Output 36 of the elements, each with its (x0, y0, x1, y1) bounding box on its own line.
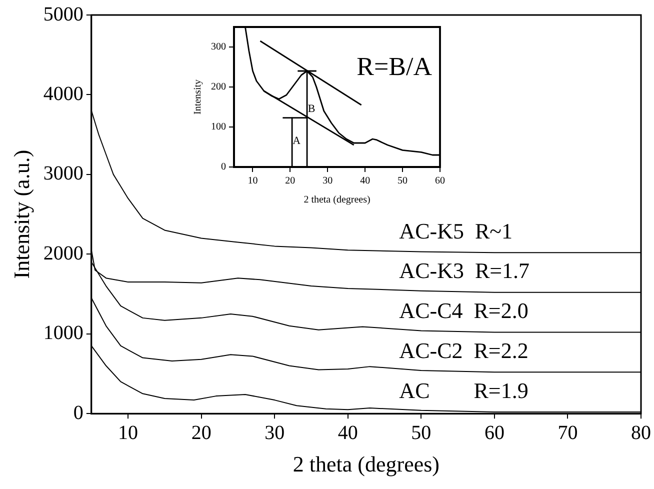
x-tick-label: 10 (118, 422, 138, 444)
y-tick-label: 5000 (43, 3, 84, 26)
y-tick-label: 0 (221, 162, 226, 173)
y-tick-label: 0 (73, 402, 84, 424)
x-tick-label: 50 (411, 422, 432, 444)
x-tick-label: 20 (191, 422, 212, 444)
x-axis-title: 2 theta (degrees) (304, 194, 370, 206)
x-tick-label: 30 (322, 176, 333, 187)
annotation: A (292, 134, 301, 147)
y-tick-label: 4000 (43, 82, 84, 105)
series-label: AC-C2 R=2.2 (399, 338, 528, 363)
x-tick-label: 10 (248, 176, 258, 187)
annotation: B (308, 102, 316, 115)
x-axis-title: 2 theta (degrees) (292, 452, 440, 477)
x-tick-label: 50 (398, 176, 408, 187)
x-tick-label: 40 (360, 176, 370, 187)
series-label: AC R=1.9 (399, 378, 528, 403)
x-tick-label: 60 (435, 176, 445, 187)
y-tick-label: 1000 (43, 322, 84, 344)
x-tick-label: 80 (631, 422, 651, 444)
x-tick-label: 70 (558, 422, 578, 444)
y-tick-label: 2000 (43, 242, 84, 264)
series-label: AC-K5 R~1 (399, 218, 513, 244)
y-axis-title: Intensity (a.u.) (8, 150, 34, 279)
x-tick-label: 40 (338, 422, 358, 444)
x-tick-label: 20 (285, 176, 296, 187)
y-tick-label: 300 (211, 42, 226, 53)
y-tick-label: 200 (211, 82, 226, 93)
x-tick-label: 60 (484, 422, 504, 444)
series-label: AC-C4 R=2.0 (399, 298, 528, 324)
y-axis-title: Intensity (192, 80, 204, 114)
x-tick-label: 30 (264, 422, 285, 444)
series-label: AC-K3 R=1.7 (399, 258, 530, 284)
y-tick-label: 100 (211, 122, 226, 133)
annotation: R=B/A (356, 52, 432, 81)
y-tick-label: 3000 (43, 162, 84, 185)
